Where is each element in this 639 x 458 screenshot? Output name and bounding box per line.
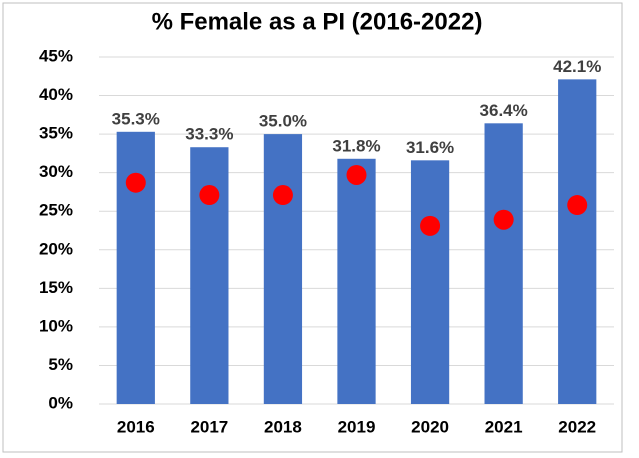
bar xyxy=(116,131,155,404)
dot xyxy=(420,215,441,236)
x-tick-label: 2022 xyxy=(558,417,596,436)
dot xyxy=(199,185,220,206)
data-label: 31.8% xyxy=(332,136,380,155)
x-tick-label: 2020 xyxy=(411,417,449,436)
y-tick-label: 35% xyxy=(39,124,73,143)
bar xyxy=(410,160,450,404)
bar xyxy=(263,134,303,404)
data-label: 33.3% xyxy=(185,125,233,144)
data-label: 36.4% xyxy=(480,101,528,120)
dot xyxy=(272,185,293,206)
chart-title: % Female as a PI (2016-2022) xyxy=(152,8,483,35)
x-tick-label: 2017 xyxy=(190,417,228,436)
y-tick-label: 5% xyxy=(48,355,73,374)
x-tick-label: 2016 xyxy=(117,417,155,436)
bar xyxy=(484,123,523,404)
dot xyxy=(493,209,514,230)
y-tick-label: 25% xyxy=(39,201,73,220)
x-tick-label: 2018 xyxy=(264,417,302,436)
dot xyxy=(567,195,588,216)
y-tick-label: 15% xyxy=(39,278,73,297)
bar xyxy=(558,79,597,405)
y-tick-label: 10% xyxy=(39,316,73,335)
x-tick-label: 2021 xyxy=(485,417,523,436)
y-tick-label: 20% xyxy=(39,239,73,258)
y-tick-label: 0% xyxy=(48,393,73,412)
data-label: 35.0% xyxy=(259,112,307,131)
y-tick-label: 30% xyxy=(39,162,73,181)
dot xyxy=(125,172,146,193)
bar xyxy=(337,158,376,404)
y-tick-label: 45% xyxy=(39,46,73,65)
data-label: 42.1% xyxy=(553,57,601,76)
y-tick-label: 40% xyxy=(39,85,73,104)
chart-frame xyxy=(2,2,623,453)
dot xyxy=(346,164,367,185)
data-label: 35.3% xyxy=(112,109,160,128)
x-tick-label: 2019 xyxy=(338,417,376,436)
data-label: 31.6% xyxy=(406,138,454,157)
